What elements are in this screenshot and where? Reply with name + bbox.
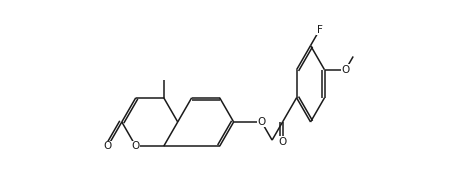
Text: O: O bbox=[132, 141, 140, 151]
Text: O: O bbox=[342, 65, 349, 75]
Text: F: F bbox=[317, 25, 323, 35]
Text: O: O bbox=[104, 141, 112, 151]
Text: O: O bbox=[258, 117, 266, 127]
Text: O: O bbox=[278, 137, 287, 147]
